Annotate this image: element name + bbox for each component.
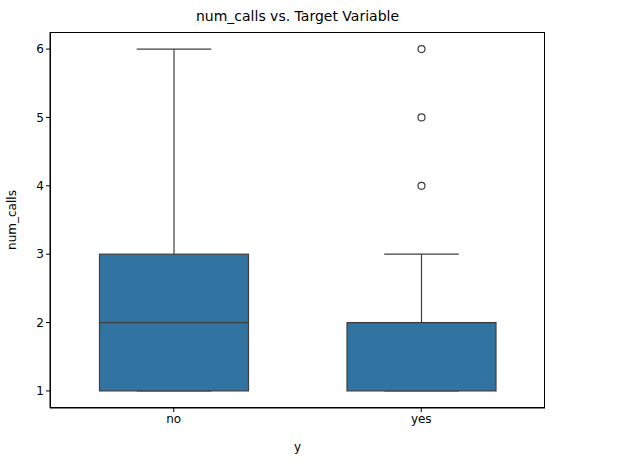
svg-text:4: 4 xyxy=(36,179,44,193)
svg-text:3: 3 xyxy=(36,247,44,261)
html-text:num_calls vs. Target Variable: num_calls vs. Target Variable xyxy=(195,8,399,24)
svg-text:y: y xyxy=(294,440,301,454)
svg-text:yes: yes xyxy=(411,412,432,426)
svg-text:num_calls: num_calls xyxy=(8,190,19,250)
svg-text:2: 2 xyxy=(36,316,44,330)
svg-text:6: 6 xyxy=(36,42,44,56)
svg-text:1: 1 xyxy=(36,384,44,398)
svg-text:no: no xyxy=(166,412,181,426)
svg-text:5: 5 xyxy=(36,111,44,125)
